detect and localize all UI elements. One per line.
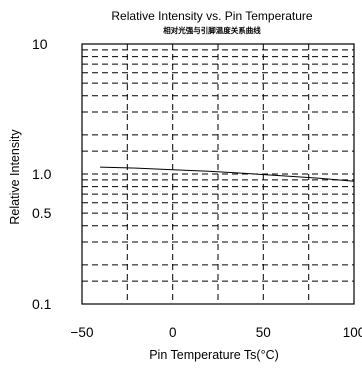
y-tick-label: 1.0 <box>32 166 52 182</box>
x-tick-label: 50 <box>256 325 271 340</box>
chart-title: Relative Intensity vs. Pin Temperature <box>111 9 313 23</box>
y-tick-label: 0.5 <box>32 205 52 221</box>
x-tick-label: 0 <box>169 325 177 340</box>
series-line <box>100 166 355 182</box>
y-tick-label: 0.1 <box>32 296 52 312</box>
x-tick-label: 100 <box>343 325 362 340</box>
x-axis-label: Pin Temperature Ts(°C) <box>149 348 279 362</box>
chart-subtitle: 相对光强与引脚温度关系曲线 <box>163 25 261 35</box>
plot-area: −50 0 50 100 0.1 0.5 1.0 10 <box>32 36 362 340</box>
y-tick-label: 10 <box>32 36 48 52</box>
y-axis-label: Relative Intensity <box>8 129 22 225</box>
plot-frame <box>81 43 355 305</box>
x-tick-label: −50 <box>71 325 94 340</box>
